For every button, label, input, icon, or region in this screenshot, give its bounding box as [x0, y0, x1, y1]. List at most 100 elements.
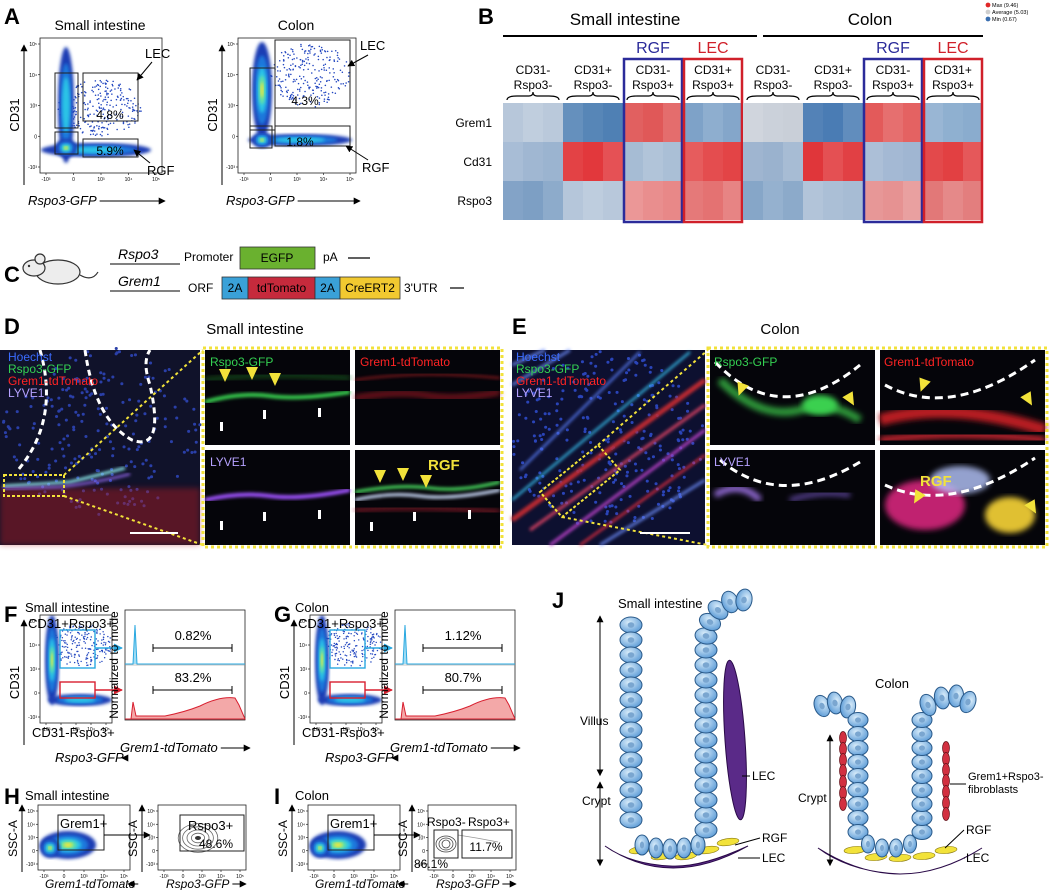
heatmap-cell — [903, 103, 923, 142]
tissue-strand — [510, 377, 707, 523]
plot-frame — [37, 804, 131, 871]
histogram-curve — [395, 697, 516, 720]
gene-name: Grem1 — [118, 273, 161, 289]
heatmap-shade — [643, 181, 663, 220]
tick-label: 10³ — [97, 177, 105, 183]
nucleus — [702, 812, 710, 818]
panel-label: C — [4, 262, 20, 287]
nucleus — [702, 677, 710, 683]
tick-label: 10⁵ — [27, 809, 35, 815]
heatmap-cell — [563, 103, 583, 142]
legend-dot — [985, 16, 991, 22]
tick-label: 10⁵ — [372, 727, 380, 733]
nucleus — [855, 829, 861, 835]
column-bracket — [686, 91, 740, 101]
diagram-label: RGF — [762, 831, 787, 845]
plot-title: Colon — [278, 17, 315, 33]
heatmap-cell — [883, 142, 903, 181]
panel-title: Small intestine — [206, 321, 304, 338]
heatmap-cell — [743, 181, 763, 220]
tick-label: 10⁴ — [125, 177, 133, 183]
nucleus — [702, 782, 710, 788]
tick-label: 10⁴ — [487, 874, 495, 880]
highlight-box — [682, 57, 744, 224]
nucleus — [925, 701, 931, 709]
column-header: Rspo3- — [574, 78, 613, 92]
diagram-label: Crypt — [582, 794, 611, 808]
heatmap-cell — [883, 181, 903, 220]
gate-name: Grem1+ — [60, 816, 107, 831]
axis-label: Rspo3-GFP — [28, 193, 97, 208]
channel-signal — [354, 373, 501, 381]
plot-title: Small intestine — [54, 17, 145, 33]
axis-label: Grem1-tdTomato — [315, 877, 406, 890]
plot-frame — [427, 804, 517, 871]
nucleus — [727, 598, 733, 606]
percent: 0.82% — [175, 628, 212, 643]
row-label: Cd31 — [463, 155, 492, 169]
heatmap-cell — [503, 181, 523, 220]
contour — [182, 826, 214, 850]
density — [63, 842, 73, 848]
vessel-signal — [2, 466, 126, 488]
density — [50, 652, 54, 668]
fibroblast — [839, 797, 847, 811]
tick-label: 0 — [269, 177, 272, 183]
heatmap-shade — [803, 103, 823, 142]
zoom-box — [538, 443, 622, 519]
axis-label: SSC-A — [396, 820, 410, 857]
bar-marker — [468, 510, 471, 519]
heatmap-shade — [863, 142, 883, 181]
heatmap-cell — [583, 142, 603, 181]
arrowhead-marker — [1024, 499, 1036, 514]
axis-label: Rspo3-GFP — [166, 877, 229, 890]
construct-box — [239, 246, 316, 270]
column-header: Rspo3+ — [632, 78, 674, 92]
heatmap-shade — [823, 142, 843, 181]
highlight-label: LEC — [697, 40, 728, 57]
tick-label: 0 — [333, 874, 336, 880]
heatmap-shade — [743, 142, 763, 181]
heatmap-cell — [783, 103, 803, 142]
nucleus — [919, 731, 925, 737]
heatmap-shade — [703, 142, 723, 181]
nucleus — [627, 667, 635, 673]
tick-label: 10⁴ — [320, 177, 328, 183]
crypt-outline — [884, 358, 1036, 400]
construct-part: CreERT2 — [345, 281, 395, 295]
channel-signal — [354, 506, 501, 514]
column-bracket — [866, 91, 920, 101]
tick-label: -10³ — [40, 874, 49, 880]
heatmap-cell — [523, 181, 543, 220]
heatmap-shade — [903, 181, 923, 220]
percent: 1.12% — [445, 628, 482, 643]
nucleus — [819, 702, 825, 710]
bar-marker — [413, 512, 416, 521]
tissue-strand — [549, 428, 706, 547]
column-header: CD31+ — [814, 63, 852, 77]
density — [275, 137, 325, 143]
nucleus — [627, 622, 635, 628]
heatmap-shade — [783, 142, 803, 181]
legend-text: Average (5.03) — [992, 10, 1028, 16]
tick-label: 10⁵ — [506, 874, 514, 880]
column-header: CD31- — [756, 63, 791, 77]
nucleus — [627, 742, 635, 748]
diagram-label: RGF — [966, 823, 991, 837]
tick-label: 10³ — [293, 177, 301, 183]
nucleus — [953, 692, 959, 700]
arrowhead-marker — [219, 369, 231, 382]
tissue-title: Colon — [848, 10, 892, 29]
tick-label: 10⁵ — [390, 874, 398, 880]
heatmap-shade — [563, 103, 583, 142]
heatmap-cell — [763, 103, 783, 142]
heatmap-shade — [683, 142, 703, 181]
heatmap-shade — [583, 103, 603, 142]
heatmap-cell — [843, 103, 863, 142]
tick-label: 10⁵ — [120, 874, 128, 880]
heatmap-cell — [743, 103, 763, 142]
axis-label: CD31 — [277, 666, 292, 699]
tick-label: -10³ — [160, 874, 169, 880]
tick-label: -10³ — [146, 862, 155, 868]
heatmap-cell — [563, 181, 583, 220]
